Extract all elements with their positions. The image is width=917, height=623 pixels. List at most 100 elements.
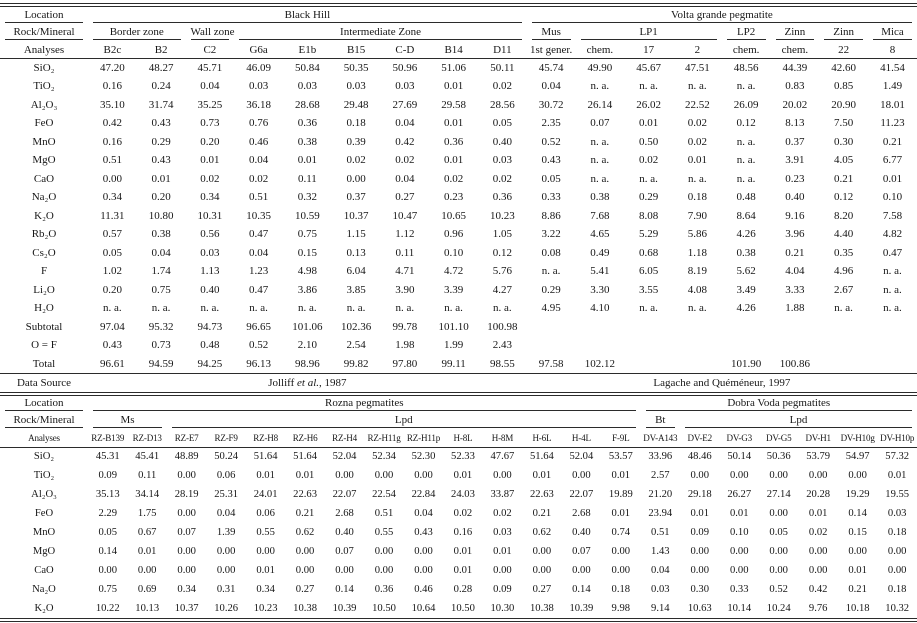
value-cell: 19.89	[608, 489, 633, 500]
value-cell: 0.01	[297, 154, 317, 167]
value-cell: 0.02	[492, 80, 512, 93]
value-cell: 45.74	[538, 62, 564, 74]
value-cell	[576, 318, 625, 337]
value-cell: 0.11	[395, 246, 415, 259]
value-cell: 0.02	[249, 172, 269, 185]
column-header: DV-H1	[798, 429, 838, 448]
value-cell: 0.04	[249, 154, 269, 167]
value-cell: 0.01	[444, 80, 464, 93]
table-row: MnO 0.05 0.67 0.07 1.39 0.55 0.62 0.40 0.55 0.43 0…	[0, 523, 917, 542]
value-cell: 0.37	[346, 191, 366, 204]
value-cell: 10.38	[293, 603, 317, 614]
value-cell: 0.12	[492, 246, 512, 259]
column-header: RZ-H11g	[364, 429, 404, 448]
value-cell: 10.39	[332, 603, 357, 614]
value-cell: 0.01	[444, 117, 464, 130]
value-cell: 0.14	[572, 584, 591, 595]
value-cell: 0.00	[611, 546, 631, 557]
row-label: FeO	[34, 508, 54, 519]
value-cell: 0.51	[102, 154, 122, 167]
value-cell: 48.89	[174, 451, 199, 463]
value-cell: 52.04	[332, 451, 357, 463]
value-cell	[673, 318, 722, 337]
value-cell: 53.57	[608, 451, 633, 463]
value-cell: 0.16	[102, 80, 122, 93]
value-cell: 7.50	[834, 117, 854, 130]
value-cell: n. a.	[639, 80, 658, 93]
value-cell: 0.00	[729, 470, 749, 481]
value-cell: 0.00	[690, 470, 710, 481]
table-row: CaO 0.00 0.00 0.00 0.00 0.01 0.00 0.00 0.00 0.00 0…	[0, 561, 917, 580]
value-cell: 0.38	[590, 191, 610, 204]
value-cell: n. a.	[103, 302, 122, 315]
value-cell: 98.96	[283, 354, 332, 374]
value-cell: 29.18	[687, 489, 712, 500]
value-cell: 7.58	[882, 209, 903, 222]
value-cell: 0.50	[639, 135, 659, 148]
value-cell: 11.31	[100, 209, 125, 222]
value-cell: 0.21	[785, 246, 805, 259]
row-label: MnO	[32, 135, 56, 148]
value-cell: 31.74	[148, 98, 174, 111]
value-cell: 5.62	[736, 265, 756, 278]
value-cell: 10.37	[174, 603, 199, 614]
value-cell: 0.21	[882, 135, 903, 148]
value-cell: 0.01	[295, 470, 315, 481]
value-cell: 0.43	[102, 339, 122, 352]
value-cell: 0.51	[651, 527, 670, 538]
rock-mineral-group-header: LP1	[576, 24, 722, 41]
value-cell: 0.00	[414, 565, 433, 576]
rock-mineral-group-header: Bt	[641, 413, 680, 430]
value-cell: 28.68	[295, 98, 320, 111]
value-cell: 26.09	[733, 98, 759, 111]
value-cell: 0.48	[736, 191, 756, 204]
row-label: MgO	[32, 154, 56, 167]
bottom-double-rule	[0, 618, 917, 622]
value-cell: 50.35	[343, 62, 369, 74]
value-cell: 6.77	[882, 154, 903, 167]
value-cell: 0.56	[200, 228, 220, 241]
value-cell: n. a.	[736, 80, 756, 93]
value-cell: 10.65	[441, 209, 466, 222]
value-cell: 1.23	[249, 265, 269, 278]
value-cell: 0.03	[200, 246, 220, 259]
value-cell: 0.03	[297, 80, 317, 93]
value-cell: 36.18	[246, 98, 271, 111]
value-cell: 28.56	[490, 98, 515, 111]
value-cell: 20.90	[831, 98, 856, 111]
value-cell: 49.90	[587, 62, 613, 74]
value-cell: 0.00	[769, 546, 788, 557]
value-cell: 0.01	[690, 508, 710, 519]
row-label: CaO	[34, 565, 54, 576]
value-cell: 10.23	[253, 603, 278, 614]
value-cell: 10.39	[569, 603, 594, 614]
value-cell: 0.20	[200, 135, 220, 148]
value-cell: 0.38	[297, 135, 317, 148]
value-cell: 26.27	[727, 489, 752, 500]
value-cell: 0.20	[102, 283, 122, 296]
value-cell: 1.05	[492, 228, 512, 241]
value-cell: 2.68	[572, 508, 591, 519]
rock-mineral-group-header: Wall zone	[186, 24, 235, 41]
column-header: DV-E2	[680, 429, 720, 448]
header-underline: Zinn	[775, 26, 815, 40]
value-cell: 3.22	[541, 228, 561, 241]
value-cell: n. a.	[688, 302, 707, 315]
rock-mineral-group-header: Mus	[527, 24, 576, 41]
value-cell: n. a.	[883, 283, 902, 296]
value-cell: 98.55	[478, 354, 527, 374]
value-cell: 0.09	[98, 470, 117, 481]
value-cell: 0.01	[151, 172, 171, 185]
value-cell: 3.96	[785, 228, 805, 241]
value-cell: n. a.	[541, 265, 561, 278]
value-cell: 22.07	[569, 489, 594, 500]
header-underline: Location	[5, 9, 83, 23]
value-cell: 3.55	[639, 283, 659, 296]
rock-mineral-group-header: Zinn	[771, 24, 820, 41]
row-label: Al₂O₃	[30, 98, 58, 111]
value-cell: 0.05	[541, 172, 561, 185]
value-cell: 0.27	[295, 584, 315, 595]
value-cell	[624, 354, 673, 374]
value-cell: 0.42	[102, 117, 122, 130]
value-cell: 96.13	[234, 354, 283, 374]
